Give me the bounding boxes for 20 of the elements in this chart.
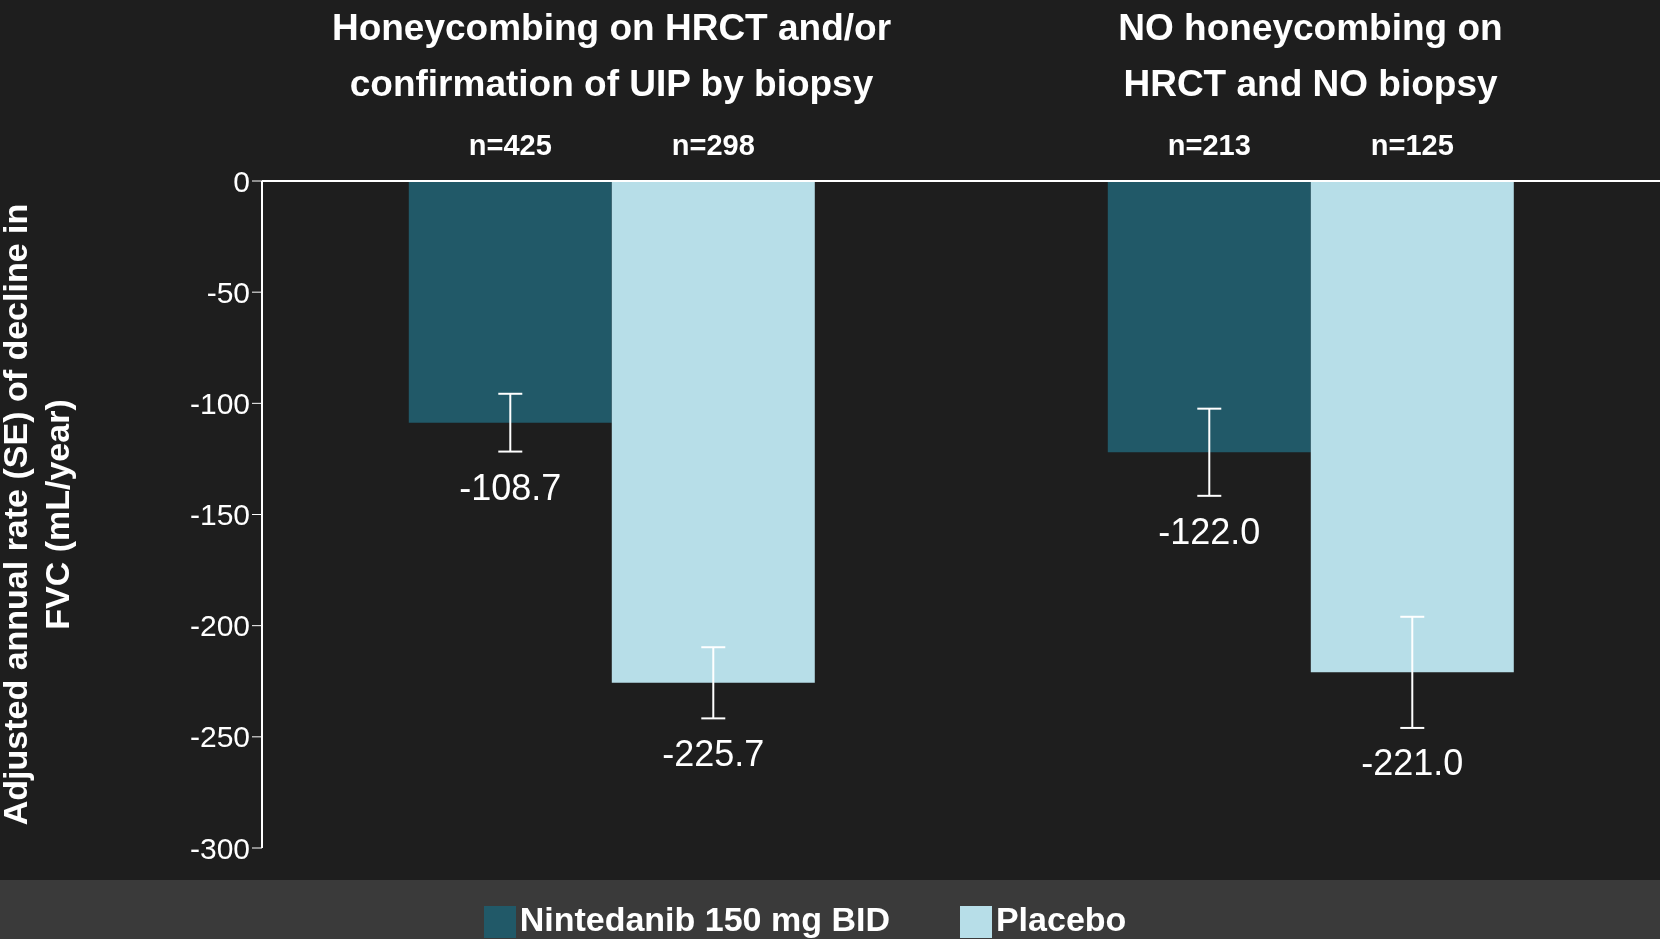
y-tick-label: 0 [233,164,250,198]
text: n=213 [1167,129,1251,161]
y-tick-label: -150 [189,498,250,532]
y-tick-label: -100 [189,386,250,420]
x-tick-label: Honeycombing on HRCT and/or confirmation of UIP by biopsy [331,7,892,104]
text: n=125 [1370,129,1454,161]
y-tick-label: -250 [189,720,250,754]
y-tick-label: -300 [189,831,250,865]
legend-label: Nintedanib 150 mg BID [519,900,890,938]
x-tick-label: NO honeycombing on HRCT and NO biopsy [1118,7,1503,104]
y-tick-label: -200 [189,609,250,643]
text: n=298 [671,129,755,161]
data-label: -225.7 [662,732,765,774]
legend-label: Placebo [995,900,1127,938]
data-label: -122.0 [1158,510,1261,552]
y-tick-label: -50 [206,275,250,309]
y-axis-title: Adjusted annual rate (SE) of decline in FVC (mL/year) [0,203,76,826]
data-label: -221.0 [1361,742,1464,784]
text: n=425 [468,129,552,161]
data-label: -108.7 [459,466,562,508]
